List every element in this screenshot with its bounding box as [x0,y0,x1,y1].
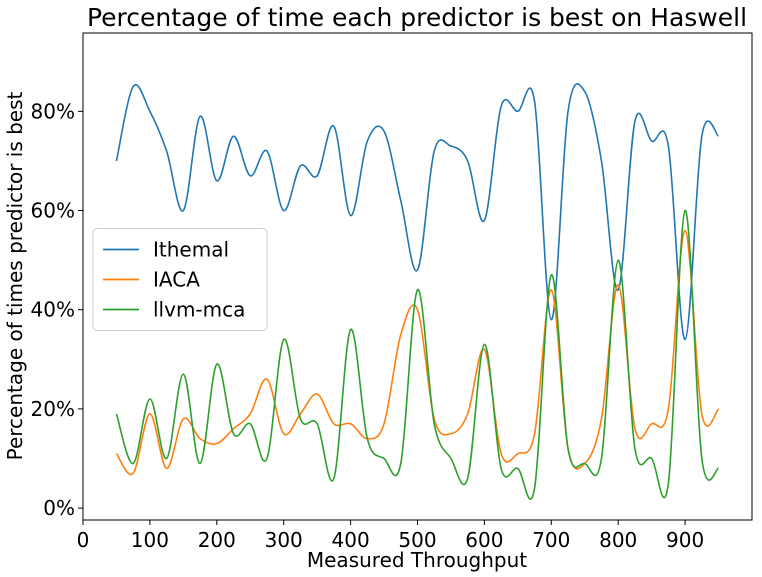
series-line [115,209,720,500]
y-tick-label: 20% [31,397,75,421]
x-tick-label: 900 [666,528,704,552]
x-tick-label: 800 [599,528,637,552]
x-tick-label: 500 [398,528,436,552]
y-tick-label: 80% [31,99,75,123]
legend-label: IACA [153,268,200,292]
legend-label: llvm-mca [153,298,245,322]
x-tick-label: 600 [465,528,503,552]
x-axis-label: Measured Throughput [307,548,527,572]
y-tick-label: 0% [43,496,75,520]
legend-label: Ithemal [153,238,229,262]
x-tick-label: 100 [131,528,169,552]
y-axis-label: Percentage of times predictor is best [3,91,27,460]
series-line [115,83,720,341]
legend-box [92,228,268,331]
x-tick-label: 400 [332,528,370,552]
x-tick-label: 0 [77,528,90,552]
chart-title: Percentage of time each predictor is bes… [87,3,747,32]
x-tick-label: 200 [198,528,236,552]
y-tick-label: 40% [31,298,75,322]
x-tick-label: 300 [265,528,303,552]
y-tick-label: 60% [31,199,75,223]
x-tick-label: 700 [532,528,570,552]
